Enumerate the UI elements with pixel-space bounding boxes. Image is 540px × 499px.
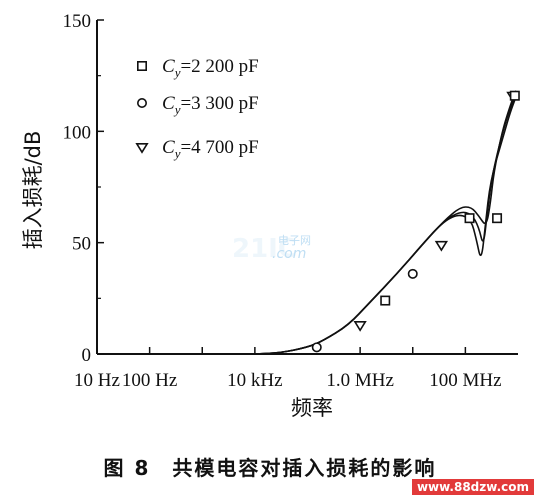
watermark-logo-com: .com	[272, 246, 307, 262]
legend-label-value: =4 700 pF	[180, 137, 258, 158]
x-tick-label: 100 MHz	[429, 370, 501, 391]
chart: 0 50 100 150 10 Hz 100 Hz 10 kHz 1.0 MHz 100 MHz…	[21, 11, 520, 420]
y-tick-label: 50	[72, 234, 91, 255]
data-marker-3	[380, 295, 391, 306]
watermark-logo-mark: 21IC	[232, 234, 297, 264]
legend-label-subscript: y	[173, 146, 181, 161]
legend-label-subscript: y	[173, 102, 181, 117]
y-tick-label: 150	[63, 11, 92, 32]
x-tick-label: 1.0 MHz	[326, 370, 394, 391]
data-marker-7	[492, 213, 503, 224]
watermark-logo: 21IC 电子网 .com	[232, 232, 332, 266]
legend-label-2: Cy=3 300 pF	[162, 93, 259, 117]
x-tick-label: 10 Hz	[74, 370, 120, 391]
series-line-3	[254, 97, 517, 355]
data-marker-4	[407, 268, 418, 279]
series-line-2	[254, 95, 517, 355]
legend-label-symbol: C	[162, 56, 175, 77]
data-marker-6	[464, 213, 475, 224]
watermark-logo-cn: 电子网	[278, 234, 311, 247]
data-marker-9	[509, 90, 520, 101]
legend-marker-3	[135, 143, 149, 154]
legend-marker-1	[137, 60, 148, 71]
marks	[311, 90, 520, 353]
legend-label-1: Cy=2 200 pF	[162, 56, 259, 80]
watermark-url: www.88dzw.com	[411, 479, 534, 495]
legend-marker-2	[137, 98, 148, 109]
data-marker-2	[353, 321, 367, 332]
axes: 0 50 100 150 10 Hz 100 Hz 10 kHz 1.0 MHz 100 MHz	[63, 11, 518, 391]
y-tick-label: 0	[82, 345, 92, 366]
data-marker-1	[311, 342, 322, 353]
legend-label-subscript: y	[173, 65, 181, 80]
legend-label-symbol: C	[162, 93, 175, 114]
legend-label-symbol: C	[162, 137, 175, 158]
x-tick-label: 10 kHz	[227, 370, 282, 391]
data-marker-5	[434, 240, 449, 252]
x-axis-title: 频率	[291, 396, 333, 420]
figure-caption: 图 8 共模电容对插入损耗的影响	[103, 456, 437, 480]
curves	[254, 90, 517, 355]
y-tick-label: 100	[63, 122, 92, 143]
legend-label-value: =2 200 pF	[180, 56, 258, 77]
x-tick-label: 100 Hz	[122, 370, 177, 391]
legend-label-3: Cy=4 700 pF	[162, 137, 259, 161]
y-axis-title: 插入损耗/dB	[21, 131, 45, 250]
legend-label-value: =3 300 pF	[180, 93, 258, 114]
